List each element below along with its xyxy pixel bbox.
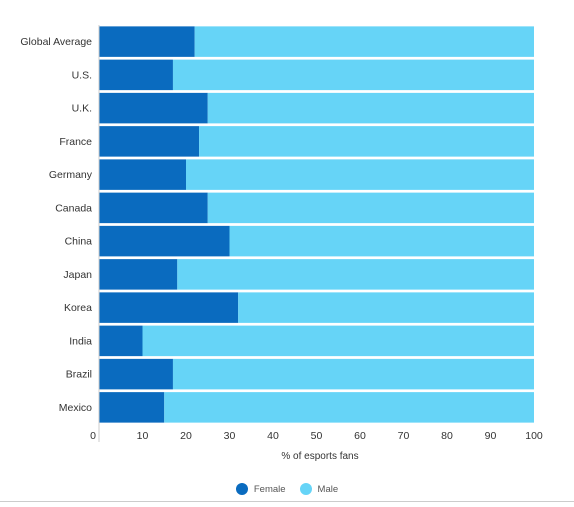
bar-female-5[interactable] — [99, 192, 208, 224]
legend-item-female[interactable]: Female — [235, 483, 286, 495]
bar-female-10[interactable] — [99, 358, 173, 390]
x-axis-ticks: 0 10 20 30 40 50 60 70 80 90 100 — [90, 430, 543, 442]
bar-female-7[interactable] — [99, 259, 178, 290]
bar-male-7[interactable] — [177, 259, 535, 290]
category-label: Mexico — [59, 402, 92, 414]
bar-female-6[interactable] — [99, 225, 230, 257]
legend: Female Male — [0, 483, 574, 495]
bar-female-9[interactable] — [99, 325, 143, 357]
bar-female-1[interactable] — [99, 59, 173, 91]
legend-label-male: Male — [317, 483, 339, 495]
legend-swatch-female — [235, 483, 248, 495]
bar-female-3[interactable] — [99, 126, 200, 157]
category-label: China — [65, 236, 93, 248]
category-label: Global Average — [20, 36, 92, 48]
category-labels: Global Average U.S. U.K. France Germany Canad… — [20, 36, 92, 414]
bar-male-9[interactable] — [142, 325, 535, 357]
bar-female-0[interactable] — [99, 26, 195, 57]
category-label: Japan — [63, 269, 92, 281]
bar-male-4[interactable] — [186, 159, 534, 190]
category-label: India — [69, 335, 92, 347]
x-axis-title: % of esports fans — [281, 451, 358, 462]
x-tick-label: 0 — [90, 430, 96, 442]
bar-male-10[interactable] — [172, 358, 534, 390]
legend-item-male[interactable]: Male — [299, 483, 339, 495]
x-tick-label: 10 — [137, 430, 149, 442]
x-tick-label: 50 — [311, 430, 323, 442]
bar-male-0[interactable] — [194, 26, 534, 57]
x-tick-label: 30 — [224, 430, 236, 442]
bar-female-2[interactable] — [99, 92, 208, 124]
bar-female-4[interactable] — [99, 159, 186, 190]
category-label: U.K. — [72, 103, 92, 115]
bar-male-11[interactable] — [164, 392, 534, 423]
category-label: U.S. — [72, 69, 92, 81]
bar-male-5[interactable] — [207, 192, 534, 224]
category-label: Brazil — [66, 369, 92, 381]
x-tick-label: 90 — [485, 430, 497, 442]
category-label: Canada — [55, 202, 92, 214]
bar-male-2[interactable] — [207, 92, 534, 124]
legend-label-female: Female — [253, 483, 286, 495]
category-label: France — [59, 136, 92, 148]
x-tick-label: 20 — [180, 430, 192, 442]
bar-female-8[interactable] — [99, 292, 239, 323]
bar-male-6[interactable] — [229, 225, 535, 257]
x-tick-label: 100 — [525, 430, 543, 442]
bar-male-1[interactable] — [172, 59, 534, 91]
category-label: Korea — [64, 302, 92, 314]
x-tick-label: 80 — [441, 430, 453, 442]
category-label: Germany — [49, 169, 93, 181]
bar-female-11[interactable] — [99, 392, 165, 423]
x-tick-label: 70 — [398, 430, 410, 442]
x-tick-label: 60 — [354, 430, 366, 442]
bar-male-3[interactable] — [199, 126, 535, 157]
bar-male-8[interactable] — [238, 292, 534, 323]
legend-swatch-male — [299, 483, 312, 495]
x-tick-label: 40 — [267, 430, 279, 442]
bars-group — [99, 26, 535, 423]
bottom-divider — [0, 501, 574, 502]
stacked-bar-chart: Global Average U.S. U.K. France Germany Canad… — [20, 25, 543, 462]
